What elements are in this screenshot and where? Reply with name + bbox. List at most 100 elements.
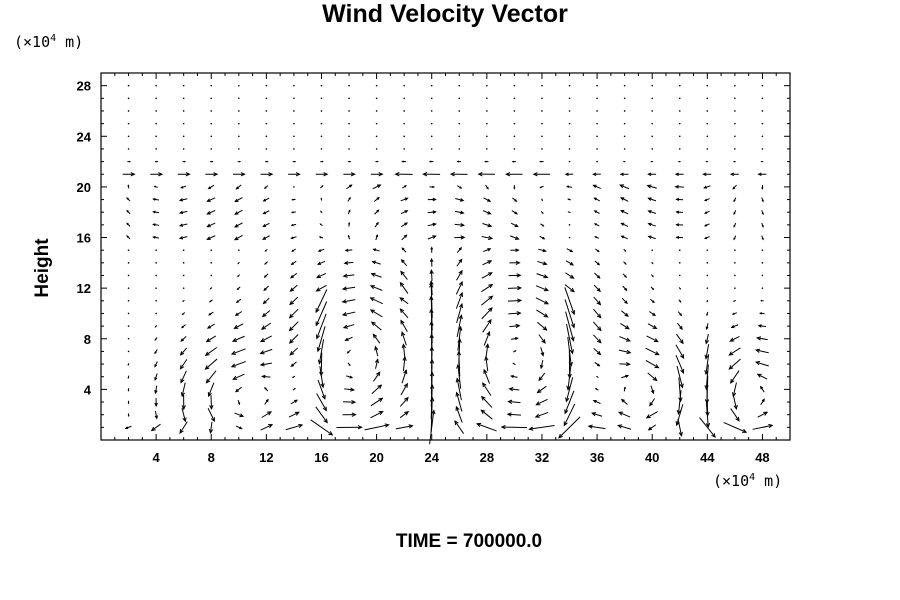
wind-vector — [126, 235, 131, 240]
wind-vector — [651, 249, 653, 251]
wind-vector — [179, 421, 188, 435]
wind-vector — [126, 209, 131, 215]
wind-vector — [210, 274, 213, 277]
wind-vector — [206, 209, 216, 215]
wind-vector — [508, 273, 522, 278]
wind-vector — [150, 172, 164, 177]
wind-vector — [651, 84, 653, 87]
wind-vector — [208, 311, 214, 316]
wind-vector — [400, 382, 408, 396]
wind-vector — [455, 280, 463, 295]
wind-vector — [507, 298, 523, 303]
wind-vector — [400, 258, 408, 267]
wind-vector — [319, 352, 324, 377]
wind-vector — [122, 172, 136, 177]
wind-vector — [506, 412, 522, 417]
wind-vector — [179, 359, 188, 370]
wind-vector — [288, 308, 299, 319]
wind-vector — [706, 299, 708, 303]
wind-vector — [208, 299, 213, 303]
wind-vector — [540, 223, 545, 227]
wind-vector — [512, 197, 518, 202]
wind-vector — [288, 411, 300, 418]
wind-vector — [734, 97, 736, 100]
wind-vector — [594, 236, 600, 239]
wind-vector — [401, 234, 408, 241]
wind-vector — [316, 260, 326, 265]
wind-vector — [705, 160, 709, 163]
wind-vector — [619, 172, 629, 177]
wind-vector — [317, 248, 325, 252]
wind-vector — [676, 365, 684, 389]
wind-vector — [756, 373, 768, 380]
wind-vector — [238, 97, 240, 100]
wind-vector — [346, 349, 351, 354]
wind-vector — [403, 110, 405, 112]
wind-vector — [180, 324, 186, 329]
wind-vector — [508, 387, 520, 392]
wind-vector — [263, 285, 269, 292]
wind-vector — [483, 368, 490, 384]
wind-vector — [706, 148, 709, 150]
wind-vector — [182, 135, 185, 138]
wind-vector — [262, 297, 270, 305]
wind-vector — [706, 97, 709, 100]
wind-vector — [179, 347, 188, 356]
wind-vector — [210, 97, 213, 100]
wind-vector — [507, 399, 521, 404]
wind-vector — [263, 273, 269, 278]
wind-vector — [127, 325, 130, 327]
wind-vector — [319, 223, 323, 227]
wind-vector — [343, 399, 357, 405]
wind-vector — [481, 307, 493, 320]
wind-vector — [534, 411, 549, 418]
wind-vector — [592, 321, 602, 332]
wind-vector — [400, 210, 409, 215]
wind-vector — [510, 235, 520, 240]
wind-vector — [369, 285, 383, 291]
wind-vector — [761, 184, 764, 190]
wind-vector — [706, 122, 709, 125]
wind-vector — [675, 344, 685, 360]
wind-vector — [207, 382, 215, 398]
wind-vector — [233, 234, 243, 241]
wind-vector — [755, 361, 769, 367]
wind-vector — [342, 412, 357, 417]
wind-vector — [623, 97, 626, 100]
wind-vector — [210, 148, 213, 150]
wind-vector — [480, 409, 493, 420]
wind-vector — [265, 135, 268, 138]
wind-vector — [675, 210, 684, 214]
wind-vector — [401, 222, 409, 228]
wind-vector — [237, 399, 241, 406]
wind-vector — [264, 386, 269, 392]
wind-vector — [320, 110, 323, 112]
wind-vector — [760, 299, 764, 302]
wind-vector — [154, 325, 158, 328]
wind-vector — [484, 160, 489, 163]
wind-vector — [259, 335, 272, 343]
wind-vector — [262, 197, 270, 202]
wind-vector — [152, 223, 160, 227]
wind-vector — [234, 197, 243, 203]
wind-vector — [593, 284, 601, 293]
wind-vector — [593, 348, 602, 356]
wind-vector — [182, 97, 185, 100]
wind-vector — [623, 84, 626, 87]
wind-vector — [480, 295, 494, 306]
wind-vector — [645, 347, 660, 356]
wind-vector — [621, 297, 628, 305]
wind-vector — [127, 274, 130, 277]
wind-vector — [510, 374, 518, 379]
wind-vector — [348, 84, 350, 87]
wind-vector — [566, 324, 574, 355]
wind-vector — [761, 110, 764, 112]
wind-vector — [538, 372, 546, 382]
wind-vector — [454, 222, 466, 228]
wind-vector — [620, 323, 630, 330]
wind-vector — [347, 160, 352, 163]
wind-vector — [540, 347, 545, 357]
wind-vector — [127, 413, 130, 418]
wind-vector — [430, 122, 433, 125]
wind-vector — [646, 184, 657, 189]
